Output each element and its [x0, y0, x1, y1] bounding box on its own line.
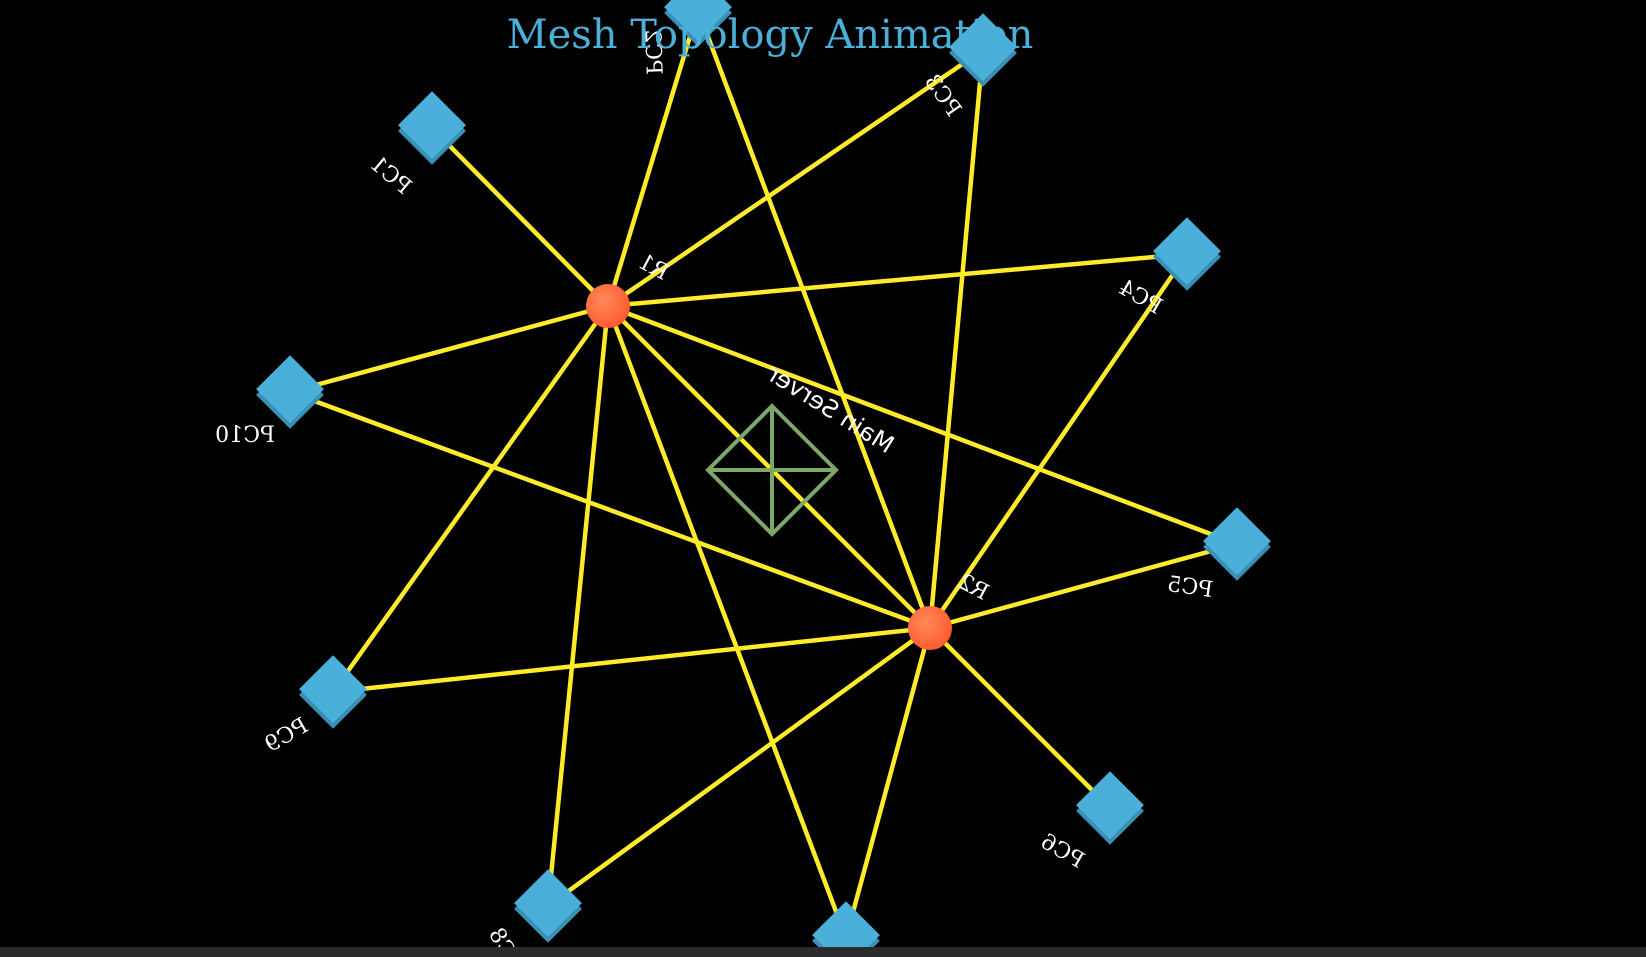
- pc-label-pc8: PC8: [483, 924, 527, 947]
- router-node-r2: [908, 606, 952, 650]
- pc-node-pc1: [398, 91, 466, 165]
- link-r2-pc5: [927, 541, 1240, 631]
- links-layer: [287, 7, 1240, 941]
- link-r2-pc9: [330, 625, 933, 695]
- pc-node-pc8: [514, 869, 582, 943]
- link-r1-pc2: [605, 7, 701, 309]
- link-r2-pc2: [695, 7, 933, 631]
- bottom-bar: [0, 947, 1646, 957]
- link-r2-pc3: [927, 47, 986, 631]
- diagram-title: Mesh Topology Animation: [506, 12, 1034, 58]
- router-node-r1: [586, 284, 630, 328]
- pcs-layer: [256, 0, 1271, 947]
- link-r2-pc7: [843, 625, 933, 941]
- link-r1-pc9: [330, 303, 611, 695]
- pc-cube-face: [812, 901, 880, 947]
- link-r1-pc10: [287, 303, 611, 395]
- link-r1-pc8: [545, 303, 611, 909]
- pc-cube-face: [256, 355, 324, 424]
- main-server-icon: [705, 403, 839, 537]
- pc-label-pc9: PC9: [261, 713, 313, 757]
- labels-layer: R1R2PC1PC2PC3PC4PC5PC6PC7PC8PC9PC10Main …: [215, 29, 1214, 947]
- pc-node-pc7: [812, 901, 880, 947]
- pc-cube-face: [1153, 217, 1221, 286]
- routers-layer: [586, 284, 952, 650]
- pc-cube-face: [299, 655, 367, 724]
- server-layer: [705, 403, 839, 537]
- pc-cube-face: [398, 91, 466, 160]
- pc-node-pc5: [1203, 507, 1271, 581]
- link-r1-pc5: [605, 303, 1240, 547]
- pc-label-pc4: PC4: [1114, 275, 1166, 319]
- router-label-r1: R1: [634, 249, 673, 285]
- link-r2-pc10: [287, 389, 933, 631]
- link-r1-pc4: [605, 251, 1190, 309]
- pc-label-pc1: PC1: [365, 151, 416, 199]
- pc-label-pc6: PC6: [1036, 829, 1088, 873]
- pc-node-pc10: [256, 355, 324, 429]
- pc-cube-face: [1203, 507, 1271, 576]
- link-r1-pc7: [605, 303, 849, 941]
- pc-node-pc9: [299, 655, 367, 729]
- pc-label-pc3: PC3: [919, 70, 966, 122]
- link-r1-r2: [605, 303, 933, 631]
- router-label-r2: R2: [954, 569, 993, 605]
- link-r2-pc8: [545, 625, 933, 909]
- pc-cube-face: [514, 869, 582, 938]
- link-r2-pc6: [927, 625, 1113, 811]
- link-r2-pc4: [927, 251, 1190, 631]
- link-r1-pc3: [605, 47, 986, 309]
- pc-label-pc10: PC10: [215, 423, 275, 448]
- pc-label-pc2: PC2: [639, 29, 666, 75]
- pc-label-pc5: PC5: [1166, 572, 1215, 603]
- link-r1-pc1: [429, 125, 611, 309]
- pc-node-pc4: [1153, 217, 1221, 291]
